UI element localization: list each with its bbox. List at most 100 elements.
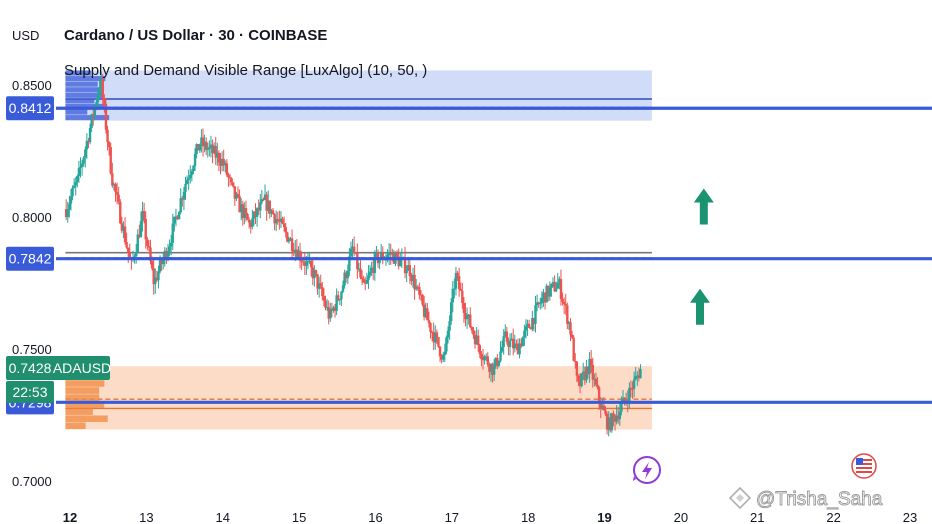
candle (427, 320, 431, 323)
candle (144, 218, 147, 240)
demand-zone-profile-bar (65, 387, 100, 394)
candle (395, 252, 399, 257)
candle (440, 356, 443, 360)
candle (397, 256, 400, 267)
candle (319, 283, 322, 287)
candle (306, 261, 310, 263)
candle (457, 275, 461, 289)
candle (198, 144, 202, 151)
time-axis[interactable]: 12 13 14 15 16 17 18 19 20 21 22 23 (63, 510, 917, 524)
candle (193, 153, 197, 166)
candle (566, 305, 569, 324)
candle (480, 353, 483, 360)
candle (461, 290, 464, 303)
candle (456, 272, 459, 276)
candle (219, 162, 222, 166)
candle (531, 318, 534, 330)
candle (512, 338, 515, 349)
candle (99, 79, 103, 89)
candle (259, 202, 262, 211)
candle (408, 265, 412, 276)
candle (545, 285, 548, 303)
symbol-label: ADAUSD (53, 360, 111, 376)
candle (478, 345, 482, 354)
candle (104, 105, 108, 130)
candle (287, 240, 291, 242)
candle (85, 140, 89, 150)
candle (609, 417, 612, 431)
candle (365, 279, 369, 284)
candle (492, 366, 496, 375)
candle (373, 253, 377, 273)
candle (332, 307, 335, 311)
candle (134, 251, 138, 257)
candle (507, 341, 510, 347)
candle (543, 292, 547, 303)
candle (286, 232, 289, 242)
candle (243, 208, 246, 219)
candle (189, 174, 192, 179)
candle (459, 288, 462, 291)
candle (252, 211, 256, 219)
time-tick-label: 14 (215, 510, 229, 524)
candle (216, 152, 219, 158)
lightning-icon[interactable] (633, 456, 661, 484)
candle (403, 257, 407, 274)
supply-level-tag-label: 0.8412 (9, 100, 52, 116)
candle (484, 356, 488, 358)
demand-zone-profile-bar (65, 422, 86, 430)
candle (519, 343, 523, 347)
candle (454, 272, 458, 289)
candle (195, 144, 198, 154)
price-axis[interactable]: 0.8500 0.8000 0.7500 0.7000 (12, 78, 52, 489)
candle (162, 258, 165, 265)
candle (526, 323, 529, 327)
us-flag-icon[interactable] (851, 453, 877, 479)
candle (621, 397, 625, 404)
candle (251, 218, 254, 227)
candle (169, 242, 173, 247)
candle (158, 260, 162, 272)
candle (564, 303, 567, 306)
candle (217, 152, 221, 163)
candle (583, 371, 587, 381)
candle (265, 194, 268, 211)
supply-zone-profile-bar (65, 98, 95, 104)
candle (636, 375, 639, 377)
candle (330, 308, 334, 311)
candle (504, 331, 507, 337)
candle (79, 166, 82, 169)
candle (351, 246, 354, 249)
supply-zone-profile-bar (65, 92, 104, 98)
time-tick-label: 17 (445, 510, 459, 524)
candle (637, 375, 641, 379)
candle (359, 268, 362, 278)
candle (607, 417, 610, 430)
candle (192, 165, 195, 172)
candle (211, 144, 214, 154)
up-arrow-shape (690, 288, 710, 325)
candle (597, 387, 601, 401)
candle (634, 376, 637, 380)
time-tick-label: 19 (597, 510, 611, 524)
candle (93, 105, 97, 116)
candle (559, 279, 563, 300)
candle (119, 201, 122, 224)
candle (577, 375, 580, 382)
candle (300, 260, 303, 262)
candle (246, 213, 249, 220)
candle (333, 307, 337, 311)
candle (154, 277, 157, 285)
supply-zone-profile-bar (65, 103, 108, 109)
candle (475, 335, 478, 345)
candle (551, 282, 555, 284)
candle (92, 114, 95, 116)
candle (316, 274, 319, 289)
candle (127, 247, 130, 254)
candle (521, 337, 524, 347)
indicator-label[interactable]: Supply and Demand Visible Range [LuxAlgo… (64, 62, 427, 79)
candle (122, 226, 125, 231)
candle (481, 359, 485, 361)
candle (84, 149, 87, 158)
